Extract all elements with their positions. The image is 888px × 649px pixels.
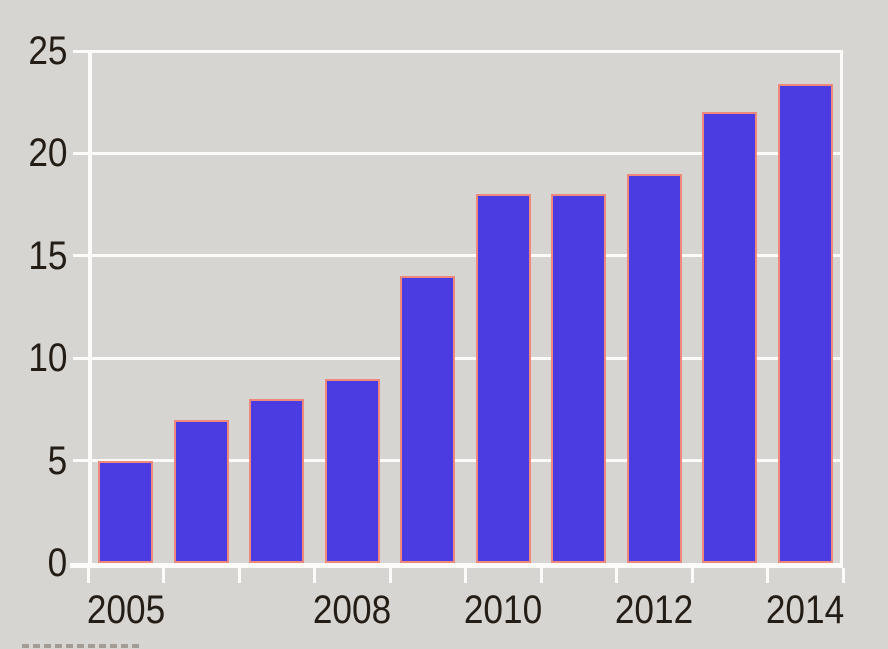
gridline-y-25 (73, 49, 843, 53)
bar-2007 (249, 399, 305, 563)
gridline-y-20 (73, 151, 843, 155)
y-tick-label-25: 25 (27, 29, 67, 73)
x-tick-mark (841, 568, 845, 583)
x-axis-line (70, 563, 843, 568)
x-tick-mark (313, 568, 316, 583)
x-tick-label-2014: 2014 (766, 588, 845, 632)
x-tick-mark (388, 568, 392, 583)
y-tick-label-20: 20 (27, 131, 67, 176)
bar-2006 (173, 419, 229, 563)
y-tick-label-10: 10 (27, 336, 67, 381)
bar-2010 (475, 194, 531, 563)
x-tick-mark (237, 568, 241, 583)
y-tick-label-15: 15 (27, 233, 67, 278)
x-tick-label-2008: 2008 (313, 588, 392, 632)
bar-2013 (702, 112, 758, 563)
x-tick-mark (539, 568, 543, 583)
x-tick-mark (615, 568, 618, 583)
x-tick-mark (162, 568, 165, 583)
x-tick-mark (690, 568, 694, 583)
y-tick-label-0: 0 (47, 541, 67, 585)
x-tick-label-2012: 2012 (615, 588, 694, 632)
bar-2008 (324, 378, 380, 563)
gridline-y-15 (73, 254, 843, 258)
bar-2009 (400, 276, 456, 563)
x-tick-mark (766, 568, 769, 583)
gridline-y-5 (73, 459, 843, 463)
x-tick-label-2005: 2005 (86, 588, 165, 632)
bar-2005 (98, 460, 154, 563)
x-tick-label-2010: 2010 (464, 588, 543, 632)
bar-2014 (777, 83, 833, 563)
y-tick-label-5: 5 (47, 438, 67, 483)
x-tick-mark (86, 568, 90, 583)
x-tick-mark (464, 568, 467, 583)
bar-2011 (551, 194, 607, 563)
cropped-text-remnant (22, 644, 140, 648)
y-axis-line (88, 51, 92, 568)
right-frame-line (840, 51, 843, 568)
bar-2012 (626, 173, 682, 563)
gridline-y-10 (73, 356, 843, 360)
